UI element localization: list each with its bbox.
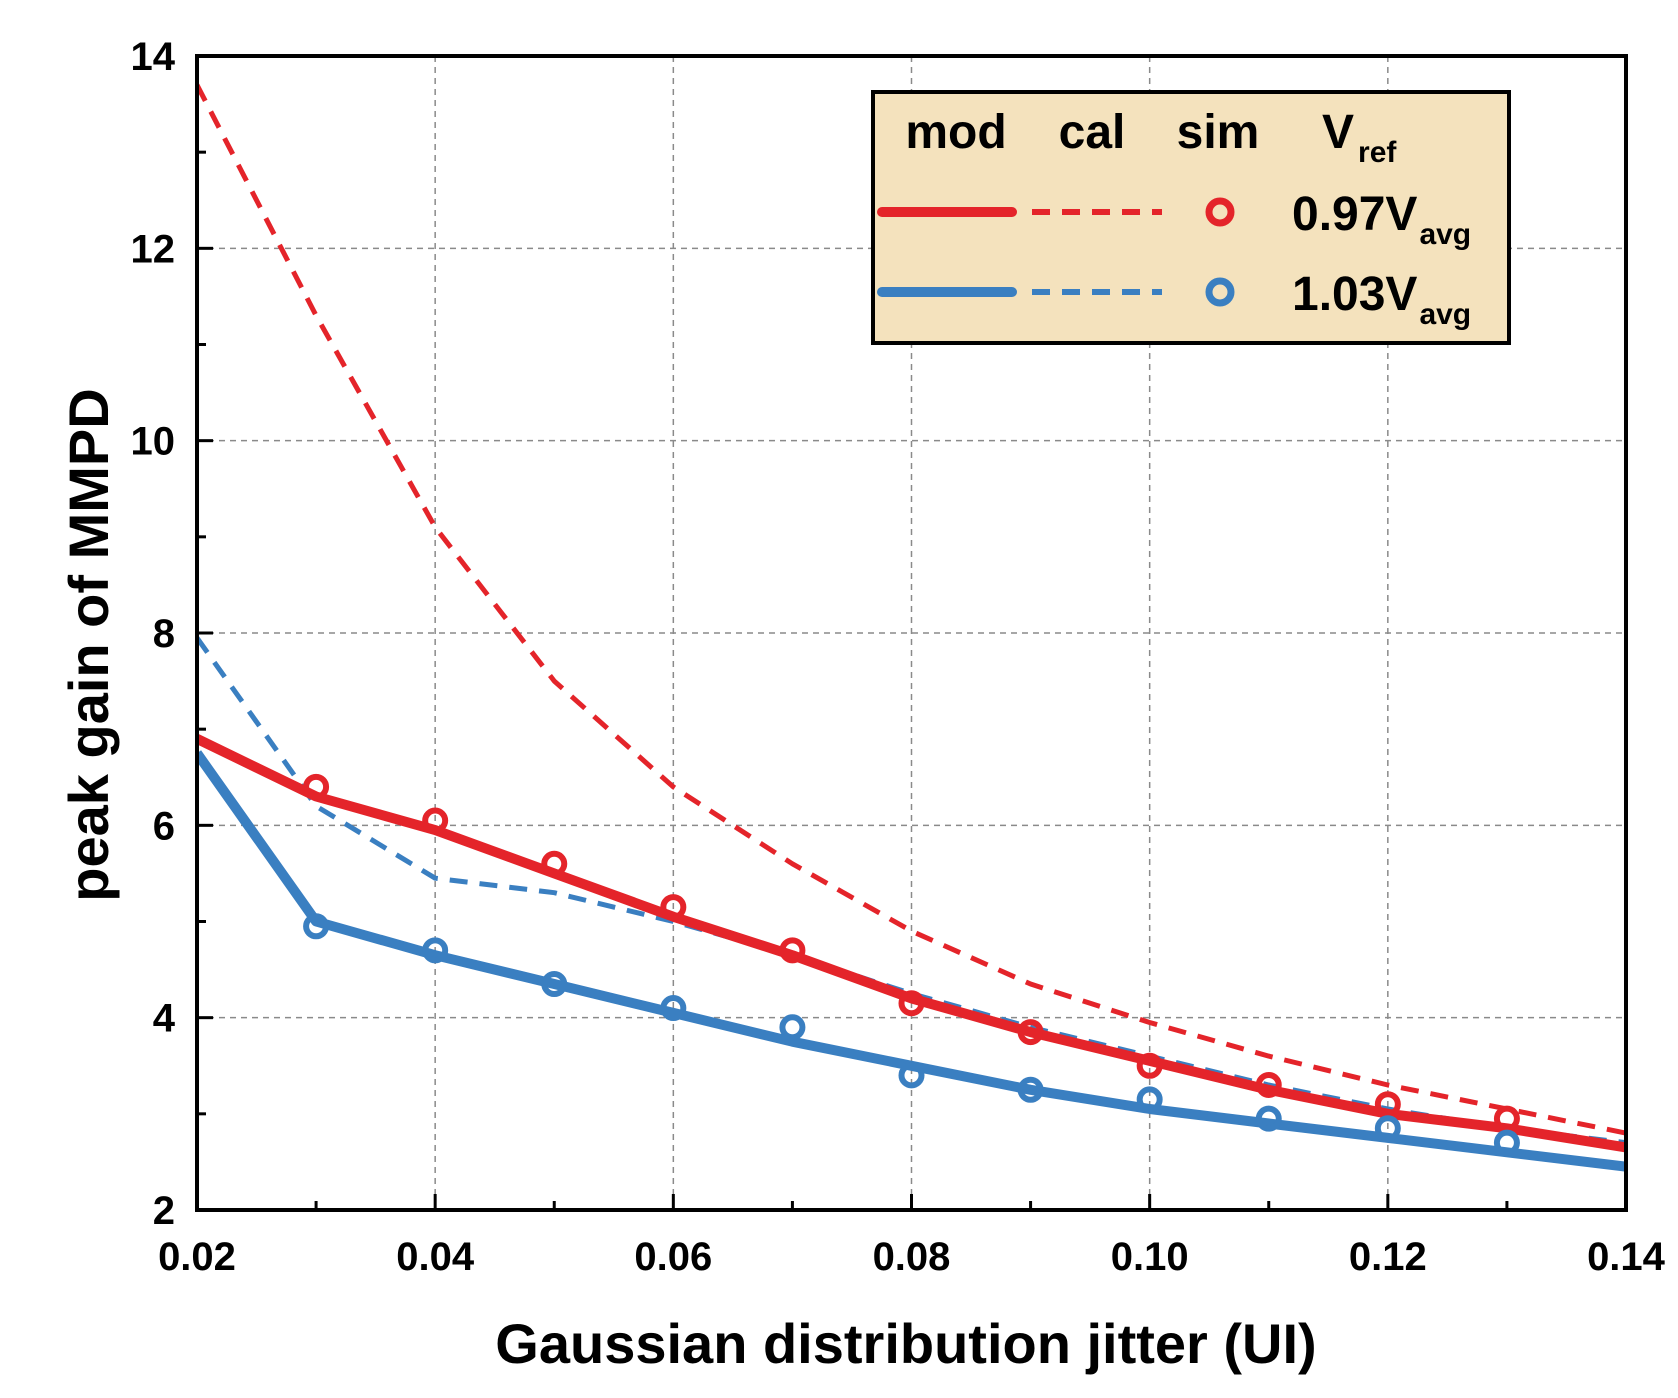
legend-box <box>871 90 1511 345</box>
legend-header-vref-sub: ref <box>1358 136 1397 169</box>
marker-0-97vavg-sim <box>303 773 330 800</box>
y-tick-label: 6 <box>153 804 175 848</box>
marker-1-03vavg-sim <box>303 913 330 940</box>
y-tick-label: 8 <box>153 612 175 656</box>
legend-header-sim: sim <box>1177 106 1260 159</box>
marker-1-03vavg-sim <box>422 937 449 964</box>
marker-1-03vavg-sim <box>541 971 568 998</box>
marker-0-97vavg-sim <box>660 894 687 921</box>
legend-row1-sim-marker <box>1205 197 1235 227</box>
marker-0-97vavg-sim <box>1493 1105 1520 1132</box>
legend-header-vref-main: V <box>1322 106 1354 159</box>
marker-1-03vavg-sim <box>1493 1129 1520 1156</box>
x-tick-label: 0.08 <box>873 1235 951 1279</box>
marker-1-03vavg-sim <box>1255 1105 1282 1132</box>
marker-0-97vavg-sim <box>422 807 449 834</box>
y-tick-label: 2 <box>153 1189 175 1233</box>
marker-1-03vavg-sim <box>779 1014 806 1041</box>
legend-row2-label: 1.03Vavg <box>1292 268 1471 331</box>
marker-1-03vavg-sim <box>898 1062 925 1089</box>
marker-0-97vavg-sim <box>779 937 806 964</box>
legend-row1-label-sub: avg <box>1419 218 1471 251</box>
y-axis-title: peak gain of MMPD <box>57 388 120 901</box>
legend-row2-label-sub: avg <box>1419 298 1471 331</box>
marker-0-97vavg-sim <box>541 850 568 877</box>
series-layer <box>197 83 1626 1172</box>
x-tick-label: 0.06 <box>634 1235 712 1279</box>
x-axis-title: Gaussian distribution jitter (UI) <box>495 1312 1316 1375</box>
axis-ticks: 0.02 0.04 0.06 0.08 0.10 0.12 0.14 2 4 6 8 10 12 14 <box>131 35 1666 1279</box>
legend-header-cal: cal <box>1059 106 1126 159</box>
x-tick-label: 0.10 <box>1111 1235 1189 1279</box>
marker-0-97vavg-sim <box>898 990 925 1017</box>
legend-row1-label-main: 0.97V <box>1292 188 1417 241</box>
marker-0-97vavg-sim <box>1136 1052 1163 1079</box>
x-tick-label: 0.12 <box>1349 1235 1427 1279</box>
marker-1-03vavg-sim <box>1374 1115 1401 1142</box>
x-tick-label: 0.02 <box>158 1235 236 1279</box>
line-0-97vavg-cal <box>197 83 1626 1136</box>
y-tick-label: 14 <box>131 35 176 79</box>
marker-1-03vavg-sim <box>1136 1086 1163 1113</box>
marker-0-97vavg-sim <box>1255 1071 1282 1098</box>
marker-0-97vavg-sim <box>1017 1019 1044 1046</box>
x-tick-label: 0.14 <box>1587 1235 1666 1279</box>
legend-row2-sim-marker <box>1205 277 1235 307</box>
marker-1-03vavg-sim <box>1017 1076 1044 1103</box>
legend-row2-label-main: 1.03V <box>1292 268 1417 321</box>
legend-header-mod: mod <box>905 106 1006 159</box>
marker-0-97vavg-sim <box>1374 1091 1401 1118</box>
marker-1-03vavg-sim <box>660 995 687 1022</box>
y-tick-label: 12 <box>131 227 176 271</box>
y-tick-label: 4 <box>153 997 176 1041</box>
y-tick-label: 10 <box>131 420 176 464</box>
x-tick-label: 0.04 <box>396 1235 475 1279</box>
legend-row1-label: 0.97Vavg <box>1292 188 1471 251</box>
